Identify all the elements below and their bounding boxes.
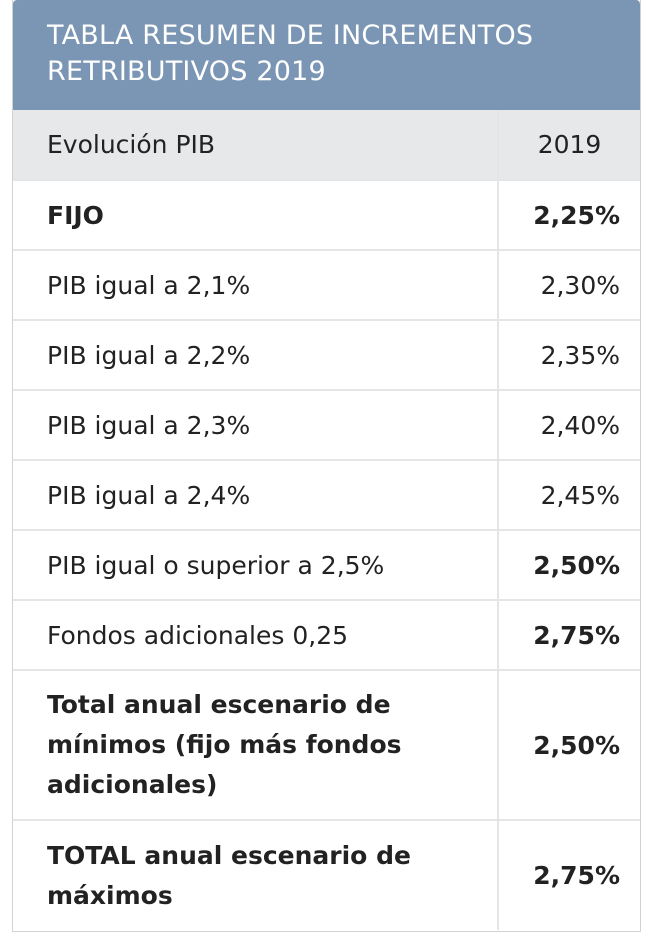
row-value: 2,30% xyxy=(498,250,640,321)
row-label: PIB igual a 2,4% xyxy=(13,460,499,531)
increments-table: Evolución PIB 2019 FIJO 2,25% PIB igual … xyxy=(13,110,640,930)
row-value: 2,50% xyxy=(498,670,640,821)
table-title-line-1: TABLA RESUMEN DE INCREMENTOS xyxy=(47,20,534,51)
row-value: 2,35% xyxy=(498,320,640,391)
row-label: TOTAL anual escenario de máximos xyxy=(13,820,499,930)
row-label: Fondos adicionales 0,25 xyxy=(13,600,499,671)
table-row-minimum-total: Total anual escenario de mínimos (fijo m… xyxy=(13,670,640,821)
table-title-line-2: RETRIBUTIVOS 2019 xyxy=(47,56,326,87)
table-header-row: Evolución PIB 2019 xyxy=(13,110,640,181)
row-value: 2,40% xyxy=(498,390,640,461)
row-value: 2,45% xyxy=(498,460,640,531)
increments-summary-card: TABLA RESUMEN DE INCREMENTOS RETRIBUTIVO… xyxy=(12,0,641,932)
row-label: PIB igual a 2,3% xyxy=(13,390,499,461)
row-label: PIB igual a 2,2% xyxy=(13,320,499,391)
table-row: PIB igual a 2,3% 2,40% xyxy=(13,390,640,461)
row-value: 2,75% xyxy=(533,861,620,890)
row-label: PIB igual a 2,1% xyxy=(13,250,499,321)
column-header-gdp-evolution: Evolución PIB xyxy=(13,110,499,181)
table-row: PIB igual o superior a 2,5% 2,50% xyxy=(13,530,640,601)
table-row: Fondos adicionales 0,25 2,75% xyxy=(13,600,640,671)
row-value: 2,75% xyxy=(498,600,640,671)
table-row: PIB igual a 2,4% 2,45% xyxy=(13,460,640,531)
table-row: PIB igual a 2,1% 2,30% xyxy=(13,250,640,321)
table-row-maximum-total: TOTAL anual escenario de máximos 2,75% xyxy=(13,820,640,930)
row-label: FIJO xyxy=(13,180,499,251)
table-title: TABLA RESUMEN DE INCREMENTOS RETRIBUTIVO… xyxy=(13,0,640,110)
column-header-year: 2019 xyxy=(498,110,640,181)
table-row: FIJO 2,25% xyxy=(13,180,640,251)
table-row: PIB igual a 2,2% 2,35% xyxy=(13,320,640,391)
row-label: Total anual escenario de mínimos (fijo m… xyxy=(13,670,499,821)
row-label: PIB igual o superior a 2,5% xyxy=(13,530,499,601)
row-value: 2,50% xyxy=(498,530,640,601)
row-value: 2,25% xyxy=(498,180,640,251)
